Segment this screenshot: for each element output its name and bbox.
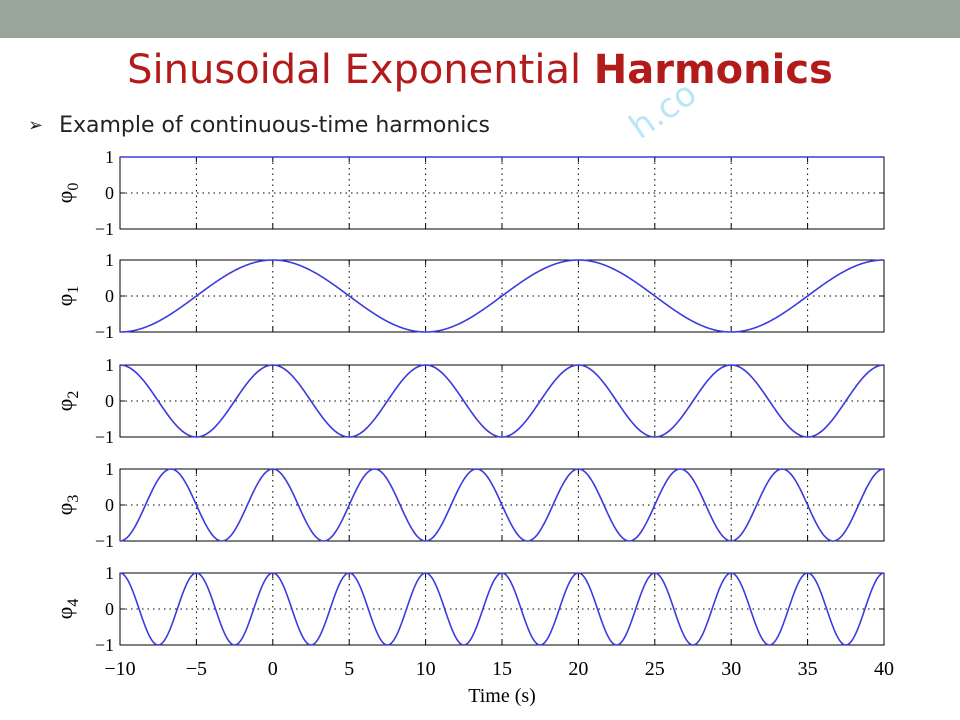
- subplot-phi-2: −1 0 1 φ2: [52, 355, 885, 447]
- subplot-phi-3: −1 0 1 φ3: [52, 459, 885, 551]
- x-tick-label: 0: [268, 658, 278, 680]
- x-tick-label: 15: [492, 658, 512, 680]
- x-tick-label: −10: [104, 658, 135, 680]
- subplot-phi-1: −1 0 1 φ1: [52, 250, 885, 342]
- x-tick-label: 25: [645, 658, 665, 680]
- y-tick-label: 1: [105, 147, 114, 167]
- series-line-phi-1: [119, 259, 885, 333]
- x-tick-label: 10: [416, 658, 436, 680]
- x-axis-label: Time (s): [468, 685, 536, 707]
- top-bar: [0, 0, 960, 38]
- y-axis-label: φ1: [52, 286, 82, 307]
- y-axis-label: φ4: [52, 599, 82, 620]
- y-tick-label: −1: [95, 322, 114, 342]
- x-tick-label: 35: [798, 658, 818, 680]
- x-tick-label: 30: [721, 658, 741, 680]
- y-tick-label: 0: [105, 391, 114, 411]
- y-tick-label: 1: [105, 459, 114, 479]
- y-tick-label: −1: [95, 219, 114, 239]
- page-title: Sinusoidal Exponential Harmonics: [0, 44, 960, 96]
- y-tick-label: 0: [105, 495, 114, 515]
- y-tick-label: −1: [95, 531, 114, 551]
- y-axis-label: φ0: [52, 183, 82, 204]
- subplot-phi-4: −1 0 1 φ4: [52, 563, 885, 655]
- series-line-phi-4: [119, 572, 885, 646]
- y-axis-label: φ2: [52, 391, 82, 412]
- y-tick-label: 0: [105, 599, 114, 619]
- x-tick-label: 40: [874, 658, 894, 680]
- title-main: Sinusoidal Exponential: [127, 47, 594, 93]
- x-tick-label: 5: [344, 658, 354, 680]
- x-tick-label: 20: [568, 658, 588, 680]
- y-tick-label: 0: [105, 183, 114, 203]
- y-tick-label: 1: [105, 355, 114, 375]
- bullet-item: ➢ Example of continuous-time harmonics: [28, 110, 490, 140]
- series-line-phi-3: [119, 468, 885, 542]
- arrow-bullet-icon: ➢: [28, 114, 44, 136]
- y-tick-label: 1: [105, 250, 114, 270]
- y-tick-label: −1: [95, 635, 114, 655]
- y-axis-label: φ3: [52, 495, 82, 516]
- y-tick-label: 0: [105, 286, 114, 306]
- bullet-text: Example of continuous-time harmonics: [59, 112, 490, 138]
- title-emphasis: Harmonics: [593, 47, 833, 93]
- subplot-phi-0: −1 0 1 φ0: [52, 147, 885, 239]
- y-tick-label: −1: [95, 427, 114, 447]
- series-line-phi-2: [119, 364, 885, 438]
- x-tick-label: −5: [186, 658, 207, 680]
- y-tick-label: 1: [105, 563, 114, 583]
